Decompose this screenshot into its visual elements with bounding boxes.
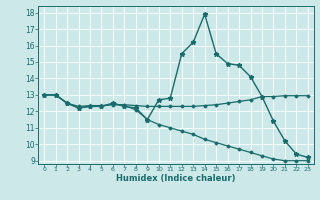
X-axis label: Humidex (Indice chaleur): Humidex (Indice chaleur) bbox=[116, 174, 236, 183]
